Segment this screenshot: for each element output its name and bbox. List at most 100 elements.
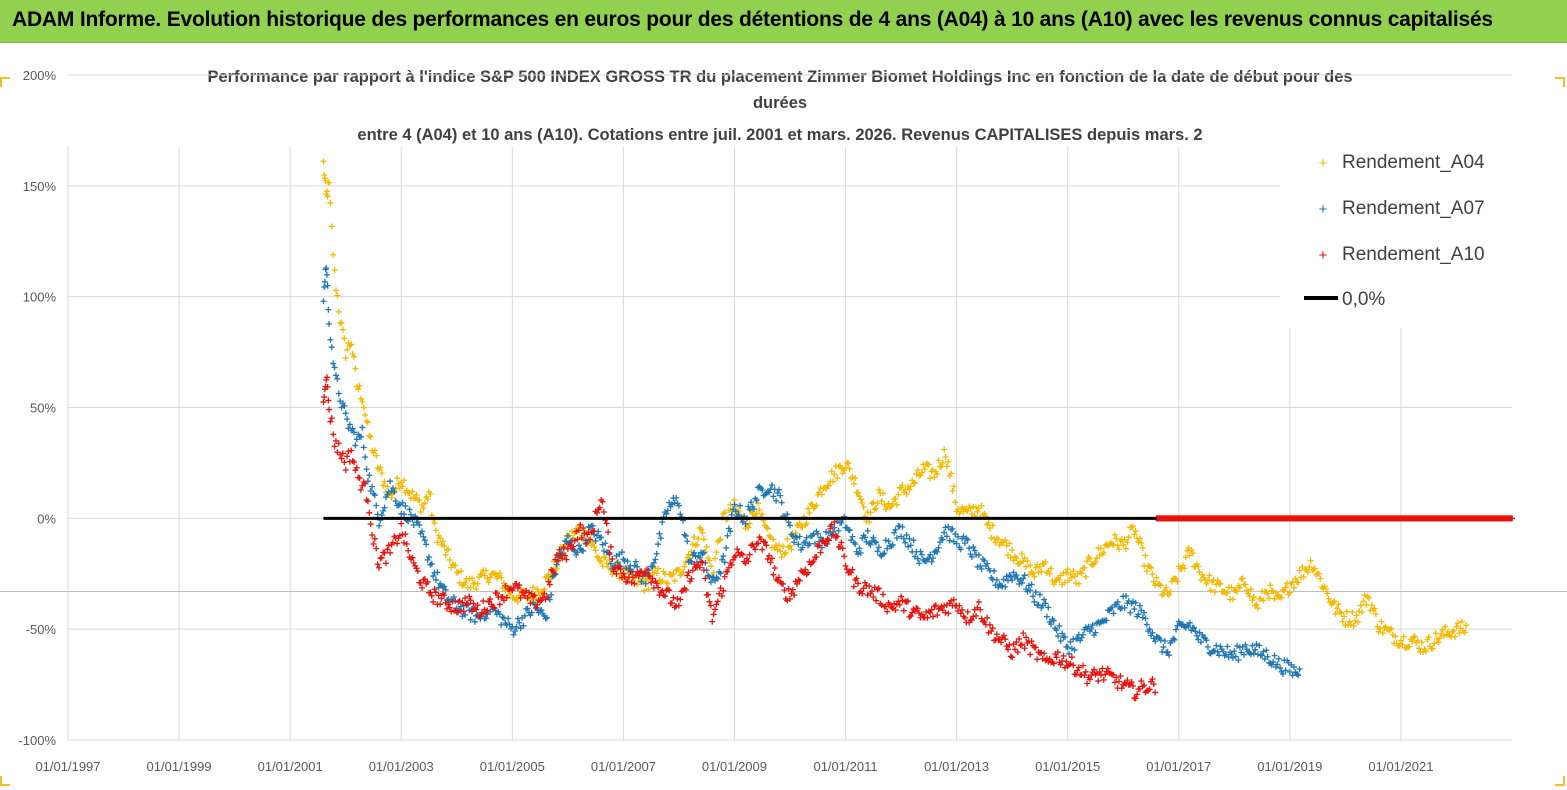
data-point	[1166, 652, 1173, 659]
data-point	[1142, 552, 1149, 559]
data-point	[388, 494, 395, 501]
data-point	[793, 534, 800, 541]
data-point	[1167, 588, 1174, 595]
data-point	[662, 593, 669, 600]
data-point	[389, 539, 396, 546]
data-point	[941, 529, 948, 536]
data-point	[948, 526, 955, 533]
x-tick-label: 01/01/2017	[1146, 759, 1211, 774]
data-point	[335, 308, 342, 315]
data-point	[974, 508, 981, 515]
data-point	[596, 504, 603, 511]
data-point	[939, 459, 946, 466]
data-point	[1027, 562, 1034, 569]
data-point	[484, 575, 491, 582]
data-point	[813, 502, 820, 509]
data-point	[634, 581, 641, 588]
data-point	[363, 466, 370, 473]
data-point	[592, 547, 599, 554]
data-point	[1074, 667, 1081, 674]
data-point	[1100, 549, 1107, 556]
data-point	[938, 603, 945, 610]
data-point	[764, 525, 771, 532]
data-point	[420, 505, 427, 512]
data-point	[366, 432, 373, 439]
data-point	[570, 543, 577, 550]
data-point	[1084, 680, 1091, 687]
data-point	[474, 602, 481, 609]
data-point	[1116, 546, 1123, 553]
data-point	[449, 561, 456, 568]
data-point	[1220, 648, 1227, 655]
data-point	[934, 548, 941, 555]
data-point	[817, 534, 824, 541]
data-point	[895, 598, 902, 605]
data-point	[326, 320, 333, 327]
data-point	[827, 525, 834, 532]
data-point	[1238, 575, 1245, 582]
data-point	[691, 549, 698, 556]
data-point	[1138, 539, 1145, 546]
data-point	[1254, 651, 1261, 658]
data-point	[1020, 575, 1027, 582]
data-point	[1129, 523, 1136, 530]
data-point	[374, 561, 381, 568]
data-point	[952, 531, 959, 538]
data-point	[675, 566, 682, 573]
data-point	[574, 549, 581, 556]
data-point	[1432, 630, 1439, 637]
data-point	[609, 556, 616, 563]
data-point	[369, 531, 376, 538]
data-point	[871, 506, 878, 513]
data-point	[914, 605, 921, 612]
data-point	[1325, 595, 1332, 602]
data-point	[1142, 615, 1149, 622]
data-point	[1282, 667, 1289, 674]
data-point	[720, 510, 727, 517]
data-point	[816, 542, 823, 549]
data-point	[514, 598, 521, 605]
data-point	[770, 493, 777, 500]
report-banner: ADAM Informe. Evolution historique des p…	[0, 0, 1567, 43]
data-point	[384, 483, 391, 490]
data-point	[462, 595, 469, 602]
data-point	[471, 605, 478, 612]
data-point	[575, 527, 582, 534]
data-point	[993, 631, 1000, 638]
data-point	[1157, 582, 1164, 589]
data-point	[1111, 531, 1118, 538]
data-point	[1006, 540, 1013, 547]
data-point	[478, 609, 485, 616]
data-point	[967, 551, 974, 558]
data-point	[1232, 653, 1239, 660]
data-point	[884, 545, 891, 552]
data-point	[1042, 600, 1049, 607]
series-rendement_a07	[320, 265, 1303, 679]
data-point	[856, 545, 863, 552]
data-point	[348, 341, 355, 348]
data-point	[320, 399, 327, 406]
data-point	[380, 482, 387, 489]
data-point	[659, 578, 666, 585]
data-point	[753, 510, 760, 517]
data-point	[1278, 594, 1285, 601]
data-point	[506, 591, 513, 598]
data-point	[1224, 589, 1231, 596]
data-point	[845, 460, 852, 467]
data-point	[1295, 579, 1302, 586]
data-point	[906, 486, 913, 493]
y-axis: 200% 150% 100% 50% 0% -50% -100%	[18, 68, 56, 748]
data-point	[1023, 634, 1030, 641]
data-point	[900, 607, 907, 614]
data-point	[657, 535, 664, 542]
data-point	[866, 519, 873, 526]
data-point	[849, 474, 856, 481]
data-point	[842, 562, 849, 569]
data-point	[1281, 587, 1288, 594]
data-point	[918, 611, 925, 618]
y-tick-label: -50%	[26, 622, 57, 637]
x-tick-label: 01/01/2005	[480, 759, 545, 774]
data-point	[325, 397, 332, 404]
data-point	[678, 588, 685, 595]
data-point	[616, 563, 623, 570]
